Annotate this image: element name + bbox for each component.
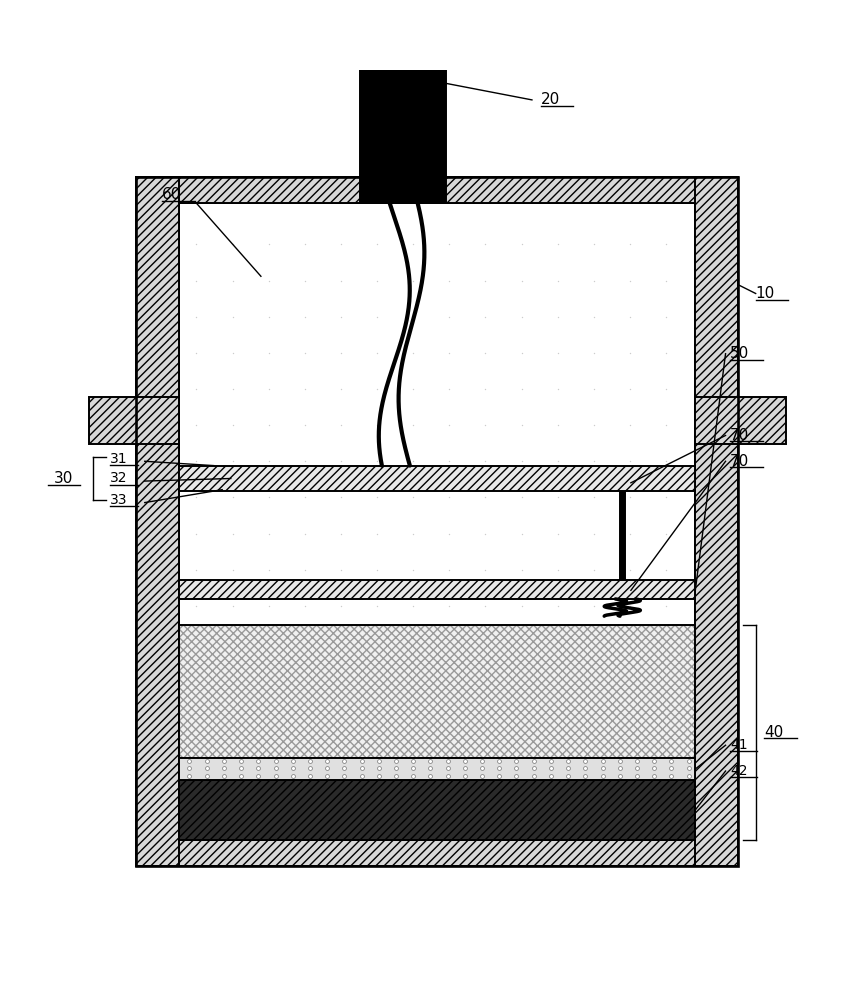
- Bar: [179, 780, 695, 840]
- Bar: [179, 203, 695, 840]
- Bar: [136, 177, 739, 203]
- Text: 30: 30: [54, 471, 73, 486]
- Bar: [695, 177, 739, 866]
- Text: 10: 10: [756, 286, 775, 301]
- Text: 42: 42: [730, 764, 747, 778]
- Text: 41: 41: [730, 738, 747, 752]
- Text: 60: 60: [162, 187, 181, 202]
- Bar: [360, 53, 446, 203]
- Text: 50: 50: [730, 346, 749, 361]
- Text: 70: 70: [730, 428, 749, 443]
- Bar: [136, 177, 739, 866]
- Bar: [89, 397, 179, 444]
- Bar: [695, 397, 785, 444]
- Text: 31: 31: [110, 452, 128, 466]
- Text: 33: 33: [110, 493, 128, 507]
- Bar: [179, 625, 695, 758]
- Text: 70: 70: [730, 454, 749, 469]
- Bar: [179, 758, 695, 780]
- Bar: [179, 580, 695, 599]
- Bar: [179, 466, 695, 491]
- Text: 32: 32: [110, 471, 128, 485]
- Text: 20: 20: [540, 92, 559, 107]
- Bar: [136, 840, 739, 866]
- Bar: [179, 625, 695, 758]
- Bar: [136, 177, 179, 866]
- Text: 40: 40: [765, 725, 784, 740]
